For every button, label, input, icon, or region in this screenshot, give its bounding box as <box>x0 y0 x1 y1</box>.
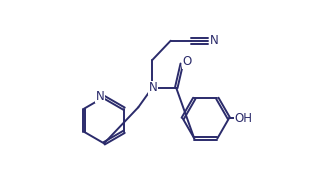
Text: N: N <box>149 81 158 94</box>
Text: OH: OH <box>234 112 252 125</box>
Text: N: N <box>210 34 219 47</box>
Text: O: O <box>182 56 192 68</box>
Text: N: N <box>96 90 104 103</box>
